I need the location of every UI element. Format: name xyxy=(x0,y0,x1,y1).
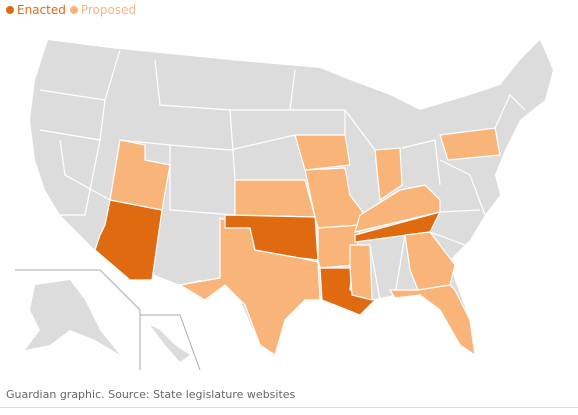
legend: Enacted Proposed xyxy=(6,3,136,17)
alaska xyxy=(25,280,120,355)
state xyxy=(439,127,501,161)
rule xyxy=(0,407,578,408)
states xyxy=(94,127,501,357)
legend-dot xyxy=(69,6,78,14)
source: Guardian graphic. Source: State legislat… xyxy=(6,388,296,401)
state xyxy=(234,179,316,218)
state xyxy=(349,244,373,301)
state xyxy=(224,214,319,261)
state xyxy=(294,134,351,171)
state xyxy=(354,184,441,233)
state xyxy=(388,284,476,357)
legend-item: Enacted xyxy=(6,3,66,17)
legend-label: Proposed xyxy=(80,3,137,17)
state xyxy=(94,199,163,281)
state xyxy=(109,139,171,211)
insets xyxy=(15,269,201,371)
legend-label: Enacted xyxy=(17,3,66,17)
hawaii xyxy=(150,325,190,362)
legend-dot xyxy=(6,6,14,14)
legend-item: Proposed xyxy=(69,3,137,17)
state xyxy=(374,147,403,202)
